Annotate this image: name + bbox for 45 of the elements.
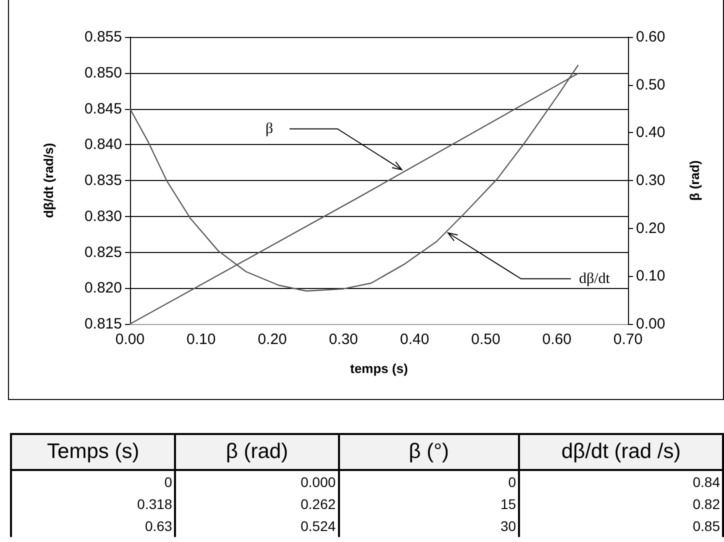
- y2-tick-label: 0.00: [636, 316, 666, 332]
- y-tick-label: 0.850: [84, 64, 122, 82]
- text: 0.82: [519, 493, 723, 515]
- text: 0.63: [11, 515, 176, 537]
- text: 0: [338, 470, 520, 493]
- text: 0.84: [519, 470, 723, 493]
- x-tick-label: 0.00: [115, 331, 145, 348]
- y2-tick-label: 0.60: [636, 28, 666, 46]
- annotation: dβ/dt: [578, 270, 611, 287]
- y-tick-label: 0.855: [84, 28, 122, 46]
- x-tick-label: 0.50: [471, 331, 500, 348]
- y2-axis-title: β (rad): [687, 160, 702, 201]
- text: Temps (s): [11, 434, 176, 470]
- x-tick-label: 0.20: [258, 331, 287, 348]
- text: 15: [338, 493, 520, 515]
- text: 0.000: [175, 470, 339, 493]
- y-tick-label: 0.815: [84, 316, 122, 332]
- y-axis-title: dβ/dt (rad/s): [41, 142, 56, 218]
- text: dβ/dt (rad /s): [519, 434, 723, 470]
- x-tick-label: 0.10: [186, 331, 216, 348]
- y-tick-label: 0.825: [84, 244, 122, 261]
- y-tick-label: 0.840: [84, 136, 122, 154]
- annotation: β: [266, 120, 274, 137]
- text: 0.85: [519, 515, 723, 537]
- text: 0: [11, 470, 176, 493]
- x-tick-label: 0.70: [613, 331, 643, 348]
- y-tick-label: 0.835: [84, 172, 122, 189]
- y-tick-label: 0.845: [84, 100, 122, 118]
- x-axis-title: temps (s): [350, 361, 408, 376]
- text: 30: [338, 515, 520, 537]
- text: 0.318: [11, 493, 176, 515]
- text: 0.524: [175, 515, 339, 537]
- y2-tick-label: 0.10: [636, 268, 666, 285]
- x-tick-label: 0.60: [542, 331, 572, 348]
- text: 0.262: [175, 493, 339, 515]
- y-tick-label: 0.820: [84, 280, 122, 297]
- text: β (rad): [175, 434, 339, 470]
- text: β (°): [338, 434, 520, 470]
- x-tick-label: 0.40: [400, 331, 430, 348]
- y2-tick-label: 0.50: [636, 76, 666, 94]
- y2-tick-label: 0.30: [636, 172, 666, 189]
- y2-tick-label: 0.40: [636, 124, 666, 142]
- x-tick-label: 0.30: [328, 331, 358, 348]
- y-tick-label: 0.830: [84, 208, 122, 225]
- y2-tick-label: 0.20: [636, 220, 666, 237]
